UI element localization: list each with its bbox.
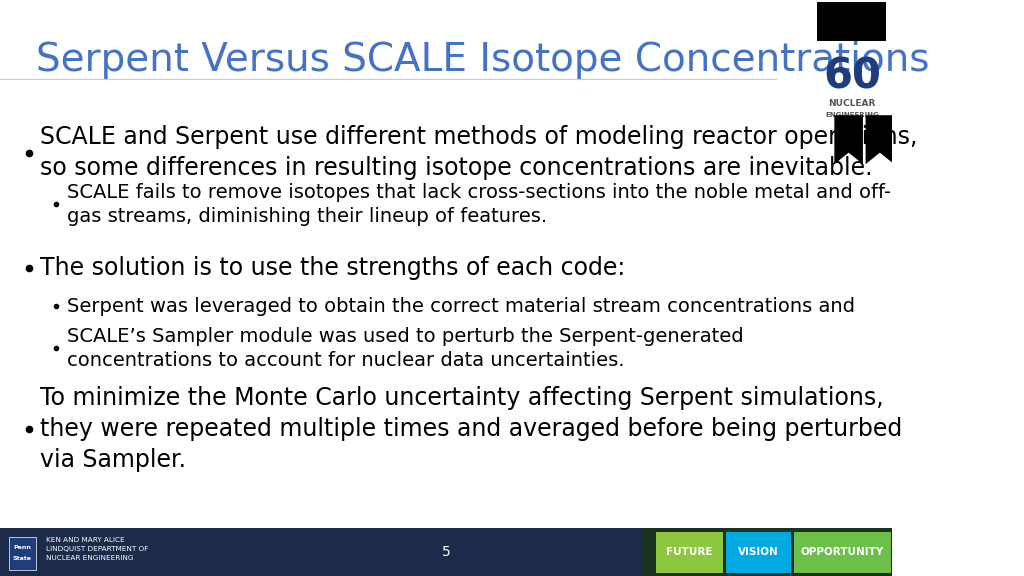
Polygon shape	[835, 115, 863, 164]
Text: State: State	[13, 556, 32, 561]
Text: SCALE’s Sampler module was used to perturb the Serpent-generated
concentrations : SCALE’s Sampler module was used to pertu…	[67, 327, 743, 370]
Text: Penn: Penn	[13, 545, 32, 550]
Text: LINDQUIST DEPARTMENT OF: LINDQUIST DEPARTMENT OF	[46, 546, 148, 552]
Text: OPPORTUNITY: OPPORTUNITY	[801, 547, 884, 557]
Bar	[9, 537, 36, 570]
Bar	[795, 532, 891, 573]
Text: NUCLEAR: NUCLEAR	[828, 99, 876, 108]
Text: SCALE fails to remove isotopes that lack cross-sections into the noble metal and: SCALE fails to remove isotopes that lack…	[67, 183, 891, 226]
Bar	[642, 528, 892, 576]
Bar	[0, 528, 642, 576]
Text: Serpent was leveraged to obtain the correct material stream concentrations and: Serpent was leveraged to obtain the corr…	[67, 297, 855, 316]
Bar	[726, 532, 791, 573]
Text: ENGINEERING: ENGINEERING	[825, 112, 879, 118]
Bar	[656, 532, 723, 573]
Text: KEN AND MARY ALICE: KEN AND MARY ALICE	[46, 537, 125, 543]
Text: The solution is to use the strengths of each code:: The solution is to use the strengths of …	[40, 256, 626, 280]
Polygon shape	[865, 115, 894, 164]
Text: VISION: VISION	[738, 547, 779, 557]
Bar	[817, 2, 886, 41]
Text: Serpent Versus SCALE Isotope Concentrations: Serpent Versus SCALE Isotope Concentrati…	[36, 41, 929, 79]
Text: FUTURE: FUTURE	[666, 547, 713, 557]
Text: To minimize the Monte Carlo uncertainty affecting Serpent simulations,
they were: To minimize the Monte Carlo uncertainty …	[40, 386, 902, 472]
Text: 5: 5	[441, 545, 451, 559]
Text: SCALE and Serpent use different methods of modeling reactor operations,
so some : SCALE and Serpent use different methods …	[40, 126, 918, 180]
Text: NUCLEAR ENGINEERING: NUCLEAR ENGINEERING	[46, 555, 134, 561]
Text: 60: 60	[823, 55, 882, 97]
